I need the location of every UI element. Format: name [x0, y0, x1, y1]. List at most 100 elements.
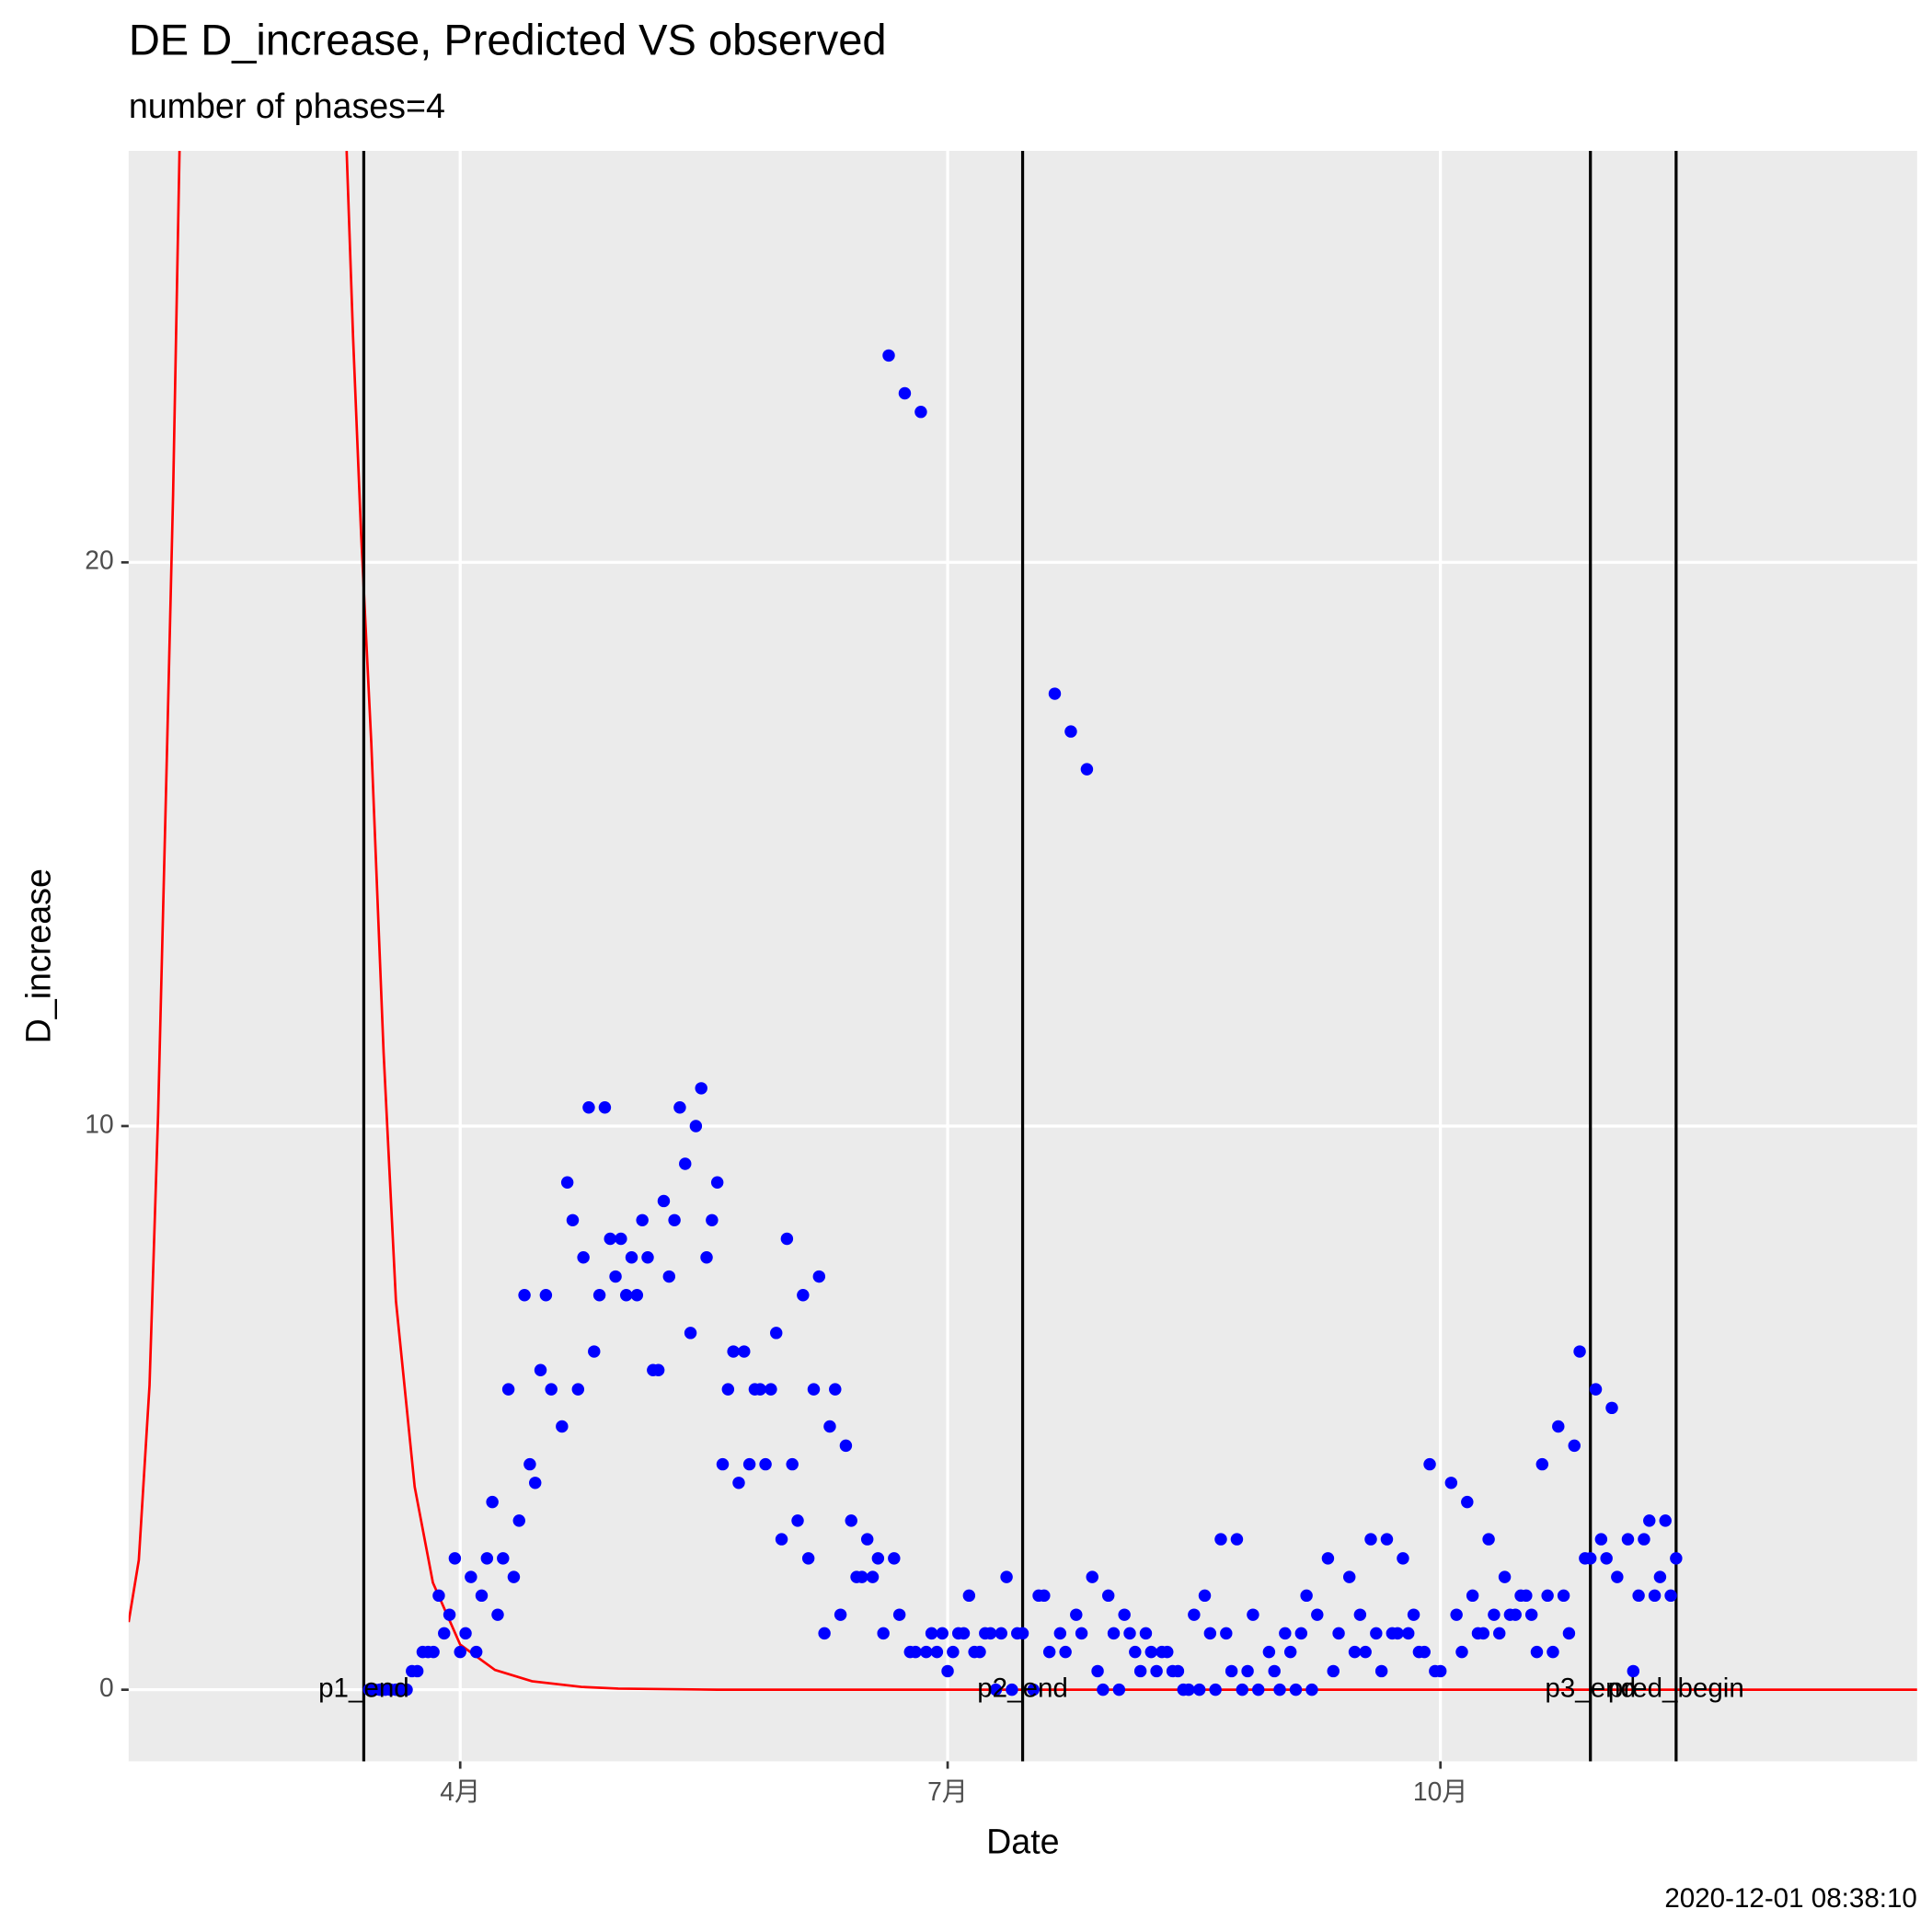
observed-point [700, 1251, 713, 1264]
observed-point [556, 1420, 569, 1433]
observed-point [1268, 1664, 1281, 1678]
observed-point [1342, 1570, 1356, 1583]
observed-point [1397, 1552, 1409, 1565]
observed-point [588, 1345, 601, 1358]
observed-point [1294, 1627, 1308, 1640]
observed-point [512, 1514, 525, 1527]
observed-point [738, 1345, 751, 1358]
observed-point [914, 405, 927, 419]
observed-point [1600, 1552, 1613, 1565]
observed-point [1583, 1552, 1597, 1565]
observed-point [443, 1608, 456, 1621]
observed-point [1273, 1683, 1286, 1696]
observed-point [1627, 1664, 1640, 1678]
observed-point [475, 1589, 489, 1603]
phase-label: p2_end [977, 1673, 1068, 1703]
observed-point [1493, 1627, 1506, 1640]
observed-point [615, 1232, 627, 1246]
observed-point [625, 1251, 638, 1264]
observed-point [1188, 1608, 1201, 1621]
observed-point [1042, 1645, 1056, 1659]
observed-point [1391, 1627, 1404, 1640]
observed-point [689, 1120, 703, 1133]
observed-point [1171, 1664, 1185, 1678]
observed-point [1225, 1664, 1238, 1678]
observed-point [636, 1213, 649, 1227]
observed-point [1353, 1608, 1367, 1621]
observed-point [432, 1589, 445, 1603]
observed-point [641, 1251, 654, 1264]
observed-point [1139, 1627, 1153, 1640]
observed-point [775, 1533, 788, 1546]
observed-point [898, 386, 912, 400]
observed-point [1129, 1645, 1142, 1659]
observed-point [1643, 1514, 1656, 1527]
observed-point [1283, 1645, 1297, 1659]
observed-point [995, 1627, 1007, 1640]
observed-point [947, 1645, 960, 1659]
observed-point [673, 1101, 686, 1114]
observed-point [753, 1383, 766, 1396]
observed-point [797, 1289, 810, 1302]
observed-point [1380, 1533, 1394, 1546]
observed-point [1573, 1345, 1586, 1358]
observed-point [454, 1645, 466, 1659]
observed-point [1118, 1608, 1131, 1621]
observed-point [662, 1270, 676, 1283]
observed-point [721, 1383, 735, 1396]
observed-point [1112, 1683, 1126, 1696]
observed-point [1048, 687, 1062, 700]
observed-point [1541, 1589, 1554, 1603]
observed-point [727, 1345, 740, 1358]
observed-point [1059, 1645, 1072, 1659]
observed-point [823, 1420, 836, 1433]
observed-point [860, 1533, 874, 1546]
observed-point [1552, 1420, 1565, 1433]
observed-point [1605, 1401, 1618, 1415]
observed-point [523, 1457, 536, 1471]
observed-point [1407, 1608, 1420, 1621]
observed-point [410, 1664, 424, 1678]
observed-point [668, 1213, 681, 1227]
observed-point [1466, 1589, 1479, 1603]
observed-point [791, 1514, 804, 1527]
y-tick-label: 10 [85, 1109, 113, 1138]
observed-point [684, 1327, 697, 1340]
observed-point [1107, 1627, 1121, 1640]
observed-point [925, 1627, 938, 1640]
observed-point [829, 1383, 842, 1396]
observed-point [1091, 1664, 1104, 1678]
observed-point [1547, 1645, 1559, 1659]
observed-point [1097, 1683, 1110, 1696]
observed-point [501, 1383, 515, 1396]
observed-point [1524, 1608, 1538, 1621]
x-tick-label: 4月 [440, 1777, 480, 1806]
observed-point [1359, 1645, 1372, 1659]
observed-point [786, 1457, 799, 1471]
observed-point [577, 1251, 590, 1264]
observed-point [1016, 1627, 1029, 1640]
observed-point [1150, 1664, 1163, 1678]
observed-point [604, 1232, 616, 1246]
observed-point [1423, 1457, 1436, 1471]
observed-point [592, 1289, 606, 1302]
observed-point [892, 1608, 906, 1621]
observed-point [566, 1213, 580, 1227]
observed-point [545, 1383, 558, 1396]
observed-point [1080, 763, 1094, 776]
observed-point [1000, 1570, 1013, 1583]
observed-point [1123, 1627, 1136, 1640]
observed-point [1348, 1645, 1362, 1659]
observed-point [920, 1645, 933, 1659]
chart-title: DE D_increase, Predicted VS observed [129, 15, 887, 63]
observed-point [491, 1608, 504, 1621]
observed-point [1053, 1627, 1067, 1640]
observed-point [651, 1363, 665, 1376]
observed-point [1488, 1608, 1501, 1621]
observed-point [888, 1552, 901, 1565]
observed-point [1279, 1627, 1292, 1640]
y-tick-label: 20 [85, 546, 113, 575]
observed-point [866, 1570, 880, 1583]
observed-point [871, 1552, 885, 1565]
observed-point [1133, 1664, 1147, 1678]
